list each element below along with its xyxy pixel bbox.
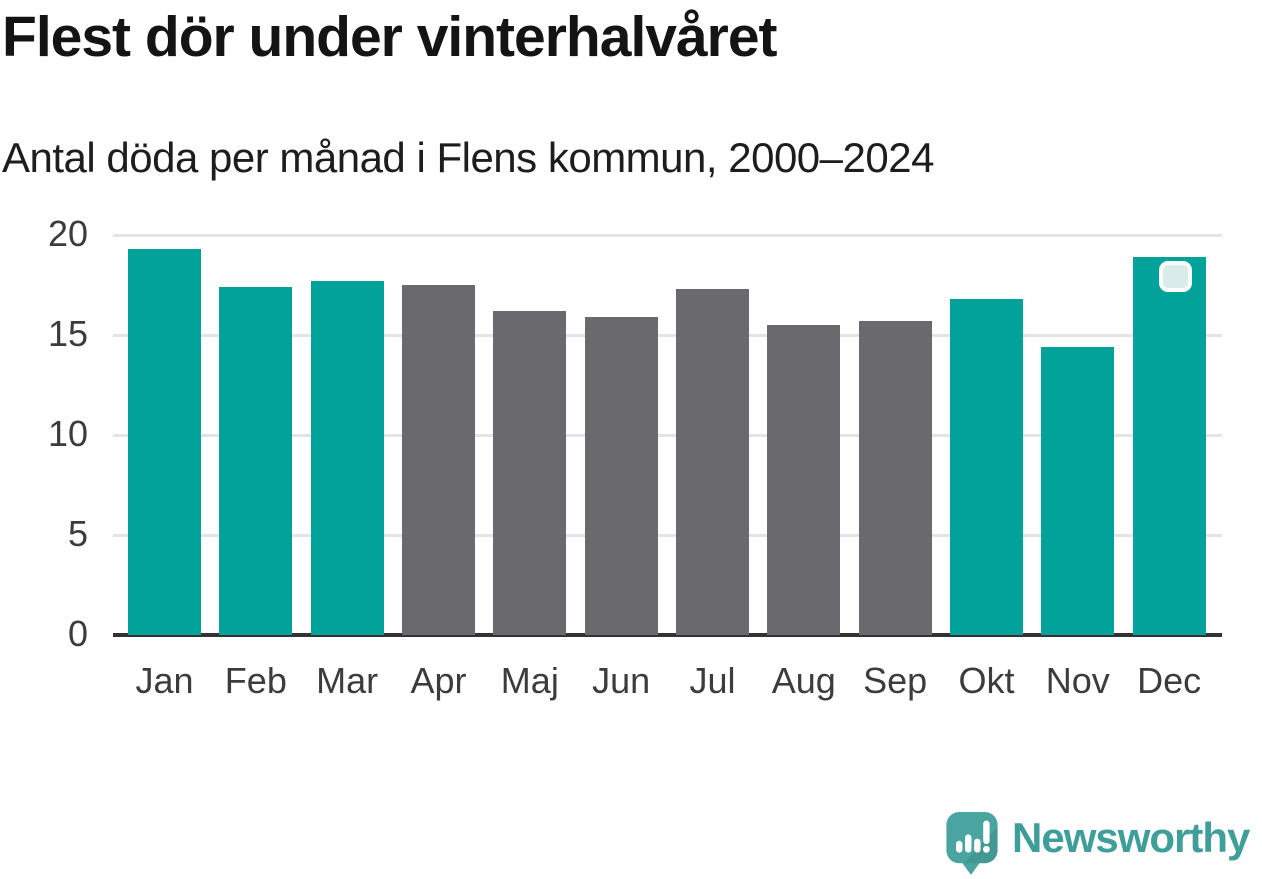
- x-tick-label-sep: Sep: [863, 660, 928, 701]
- x-tick-label-dec: Dec: [1137, 660, 1202, 701]
- gridline-15: [113, 333, 1222, 337]
- x-tick-label-maj: Maj: [500, 660, 559, 701]
- bar-nov[interactable]: [1041, 347, 1115, 635]
- highlighted-bar-focus-marker: [1158, 261, 1192, 292]
- newsworthy-icon: [946, 812, 998, 875]
- y-tick-label-20: 20: [47, 213, 88, 255]
- x-axis-line: [113, 633, 1222, 637]
- bar-jun[interactable]: [584, 317, 658, 635]
- y-tick-label-5: 5: [67, 513, 88, 555]
- gridline-10: [113, 433, 1222, 437]
- y-tick-label-10: 10: [47, 413, 88, 455]
- bar-jan[interactable]: [128, 249, 201, 635]
- y-tick-label-0: 0: [67, 613, 88, 655]
- page-title: Flest dör under vinterhalvåret: [2, 5, 778, 69]
- x-tick-label-apr: Apr: [410, 660, 467, 701]
- x-tick-label-mar: Mar: [316, 660, 379, 701]
- x-tick-label-jun: Jun: [592, 660, 651, 701]
- bar-jul[interactable]: [675, 289, 749, 635]
- gridline-5: [113, 533, 1222, 537]
- x-tick-label-feb: Feb: [224, 660, 287, 701]
- x-tick-label-aug: Aug: [771, 660, 836, 701]
- bar-dec[interactable]: [1132, 257, 1206, 635]
- chart-subtitle: Antal döda per månad i Flens kommun, 200…: [2, 134, 934, 181]
- newsworthy-wordmark: Newsworthy: [1012, 814, 1250, 861]
- bar-apr[interactable]: [401, 285, 475, 635]
- x-tick-label-jan: Jan: [135, 660, 194, 701]
- bar-okt[interactable]: [949, 299, 1023, 635]
- gridline-20: [113, 233, 1222, 237]
- newsworthy-logo[interactable]: Newsworthy: [946, 812, 1250, 876]
- bar-aug[interactable]: [767, 325, 841, 635]
- y-tick-label-15: 15: [47, 313, 88, 355]
- x-tick-label-nov: Nov: [1045, 660, 1110, 701]
- bar-feb[interactable]: [219, 287, 293, 635]
- bar-maj[interactable]: [493, 311, 567, 635]
- bar-sep[interactable]: [858, 321, 932, 635]
- x-tick-label-jul: Jul: [689, 660, 736, 701]
- x-tick-label-okt: Okt: [958, 660, 1015, 701]
- bar-mar[interactable]: [310, 281, 384, 635]
